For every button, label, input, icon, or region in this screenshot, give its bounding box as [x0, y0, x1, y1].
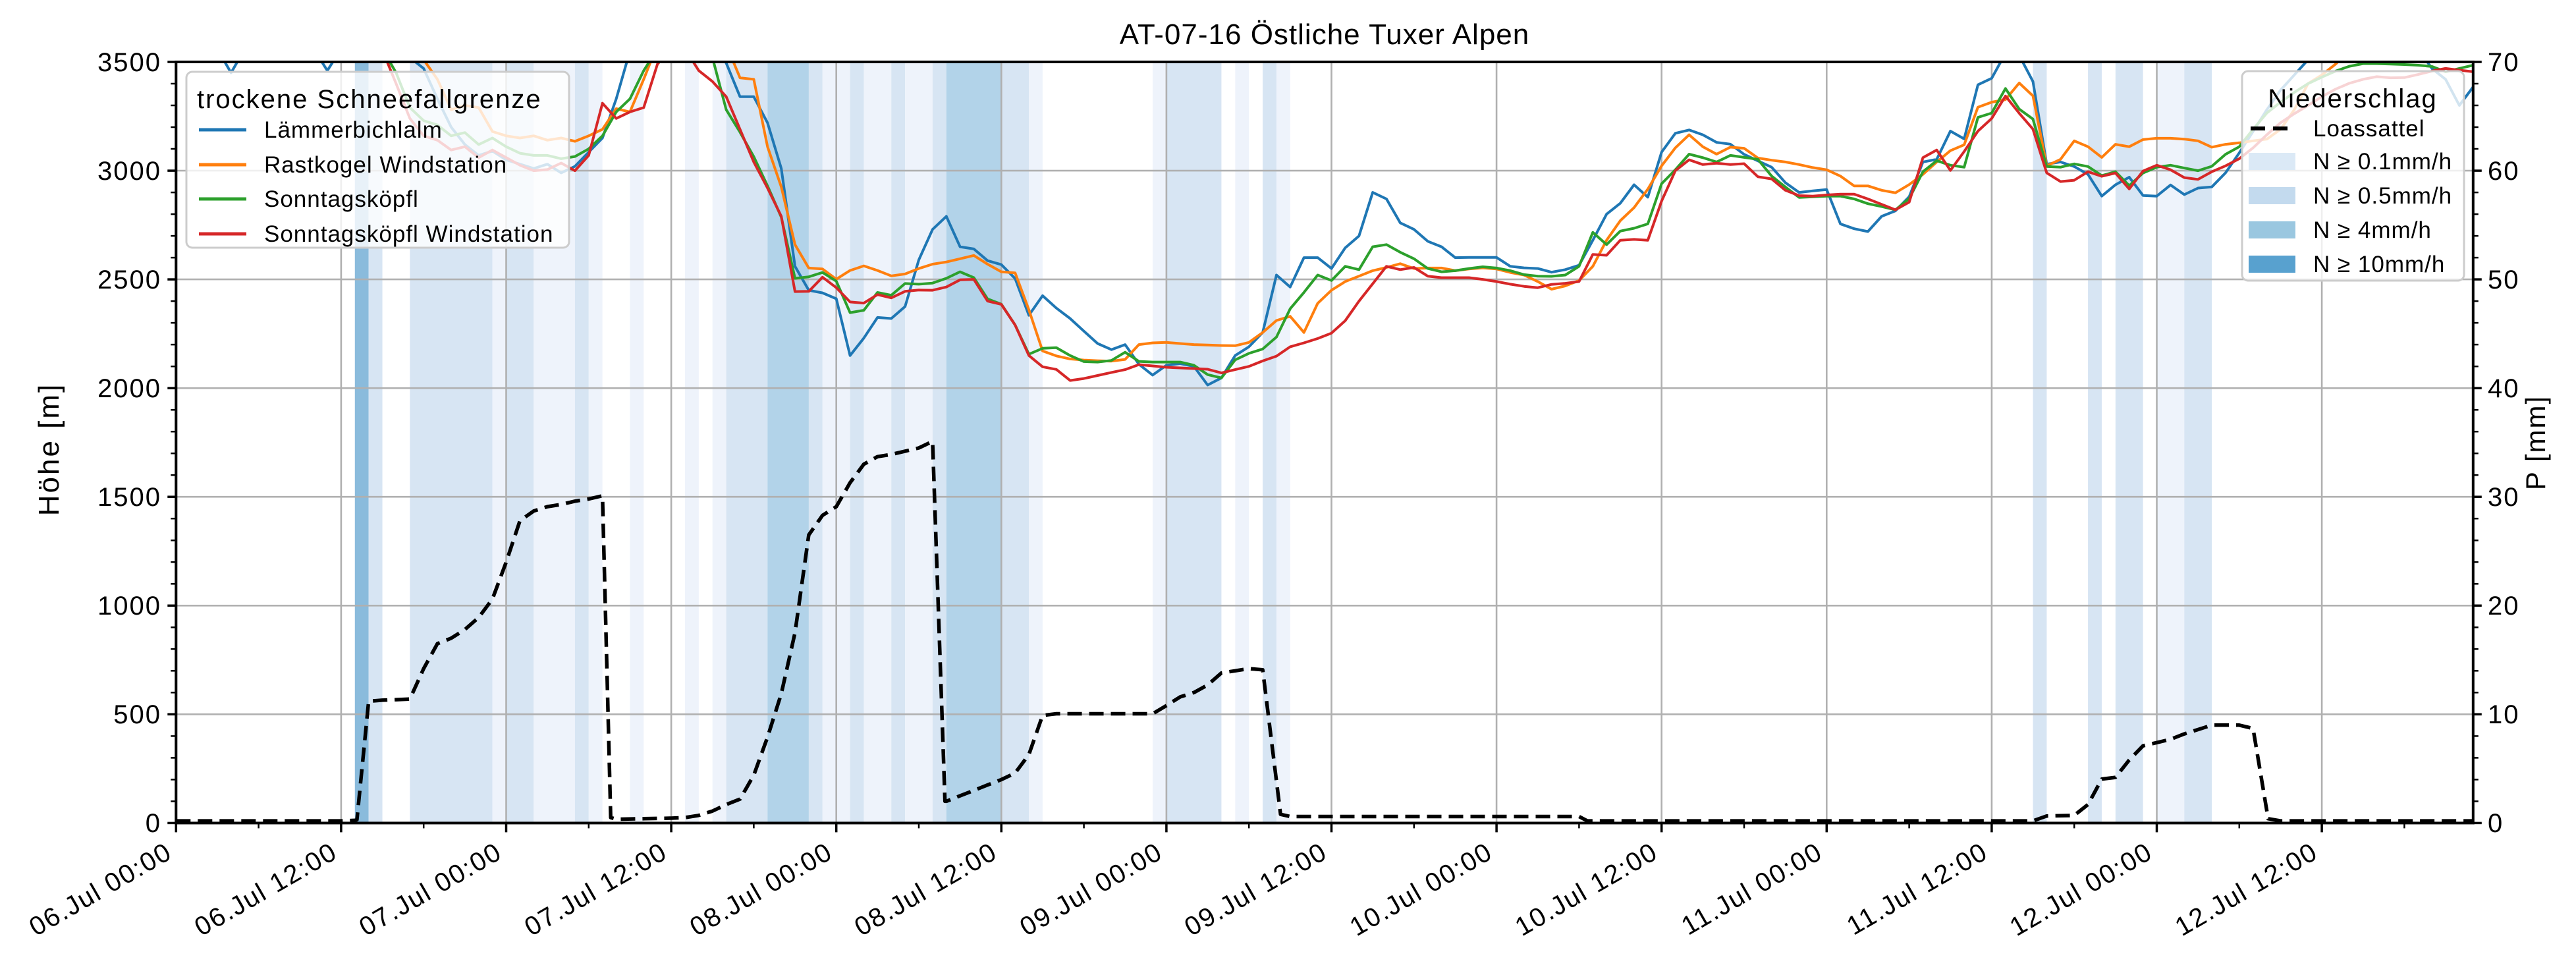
svg-text:10: 10: [2488, 700, 2520, 729]
svg-text:50: 50: [2488, 265, 2520, 294]
svg-text:Rastkogel Windstation: Rastkogel Windstation: [264, 152, 507, 178]
svg-text:Sonntagsköpfl: Sonntagsköpfl: [264, 186, 419, 212]
svg-text:1500: 1500: [97, 483, 161, 512]
svg-text:N ≥ 10mm/h: N ≥ 10mm/h: [2313, 252, 2445, 277]
svg-text:60: 60: [2488, 157, 2520, 186]
svg-text:0: 0: [146, 809, 161, 838]
svg-text:70: 70: [2488, 48, 2520, 77]
svg-text:Höhe [m]: Höhe [m]: [33, 383, 65, 516]
svg-text:2500: 2500: [97, 265, 161, 294]
svg-text:Loassattel: Loassattel: [2313, 116, 2425, 142]
svg-text:N ≥ 0.5mm/h: N ≥ 0.5mm/h: [2313, 183, 2452, 209]
svg-text:500: 500: [113, 700, 161, 729]
svg-text:30: 30: [2488, 483, 2520, 512]
svg-text:trockene Schneefallgrenze: trockene Schneefallgrenze: [197, 85, 542, 114]
svg-text:Lämmerbichlalm: Lämmerbichlalm: [264, 117, 443, 143]
svg-text:N ≥ 0.1mm/h: N ≥ 0.1mm/h: [2313, 149, 2452, 175]
svg-text:N ≥ 4mm/h: N ≥ 4mm/h: [2313, 217, 2432, 243]
svg-text:0: 0: [2488, 809, 2504, 838]
svg-text:20: 20: [2488, 592, 2520, 621]
svg-text:P [mm]: P [mm]: [2520, 395, 2551, 490]
svg-text:3500: 3500: [97, 48, 161, 77]
svg-text:3000: 3000: [97, 157, 161, 186]
svg-text:Niederschlag: Niederschlag: [2268, 84, 2437, 113]
svg-text:2000: 2000: [97, 374, 161, 403]
svg-text:40: 40: [2488, 374, 2520, 403]
svg-text:1000: 1000: [97, 592, 161, 621]
svg-text:AT-07-16 Östliche Tuxer Alpen: AT-07-16 Östliche Tuxer Alpen: [1120, 18, 1529, 51]
svg-text:Sonntagsköpfl Windstation: Sonntagsköpfl Windstation: [264, 221, 553, 247]
